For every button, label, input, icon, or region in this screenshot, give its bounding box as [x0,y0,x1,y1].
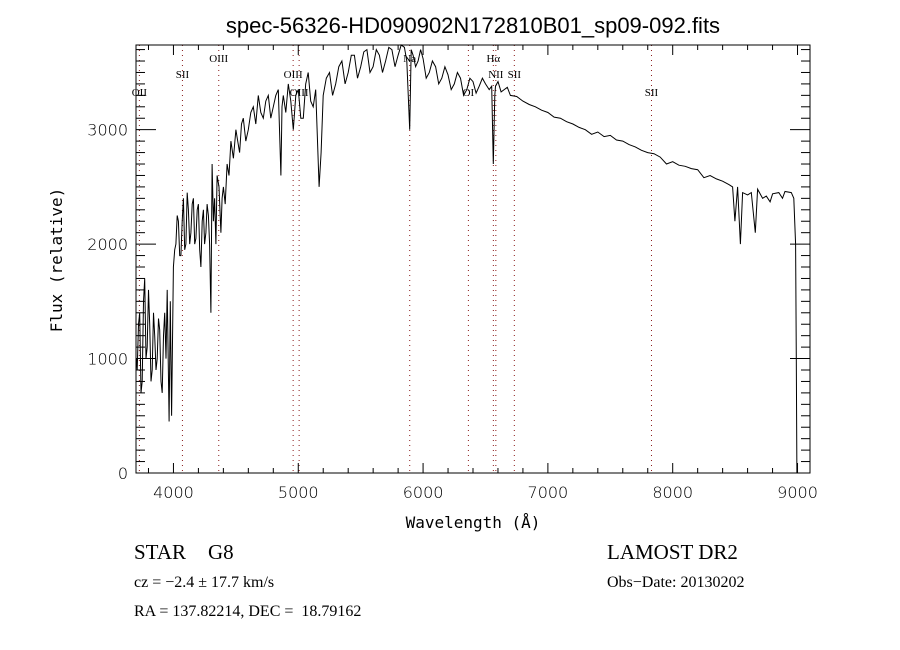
line-marker-label: SII [508,69,522,81]
y-tick-label: 1000 [87,350,128,369]
plot-frame [135,44,811,474]
x-tick-label: 4000 [153,483,194,502]
y-tick-label: 0 [118,464,128,483]
line-marker-label: OIII [284,69,303,81]
x-tick-label: 7000 [528,483,569,502]
redshift-cz: cz = −2.4 ± 17.7 km/s [134,574,275,591]
line-marker-label: OI [463,87,475,99]
survey-label: LAMOST DR2 [607,540,738,564]
line-marker-label: SII [645,87,659,99]
x-tick-label: 5000 [278,483,319,502]
x-tick-label: 9000 [777,483,818,502]
line-marker-label: Hα [486,53,500,65]
subclass: G8 [208,540,234,564]
coordinates: RA = 137.82214, DEC = 18.79162 [134,603,362,620]
line-marker-label: SII [176,69,190,81]
axis-ticks: 4000 5000 6000 7000 8000 9000 0 1000 2000 3000 [87,45,818,502]
spectrum-line [136,44,798,474]
y-axis-label: Flux (relative) [47,188,66,333]
line-marker-label: NII [488,69,504,81]
line-marker-label: OIII [290,87,309,99]
y-tick-label: 2000 [87,235,128,254]
obs-date: Obs−Date: 20130202 [607,574,745,591]
x-tick-label: 8000 [652,483,693,502]
x-tick-label: 6000 [403,483,444,502]
line-marker-label: OII [132,87,148,99]
y-tick-label: 3000 [87,121,128,140]
line-marker-label: OIII [209,53,228,65]
object-type: STAR [134,540,186,564]
chart-title: spec-56326-HD090902N172810B01_sp09-092.f… [226,13,720,38]
x-axis-label: Wavelength (Å) [406,513,541,532]
